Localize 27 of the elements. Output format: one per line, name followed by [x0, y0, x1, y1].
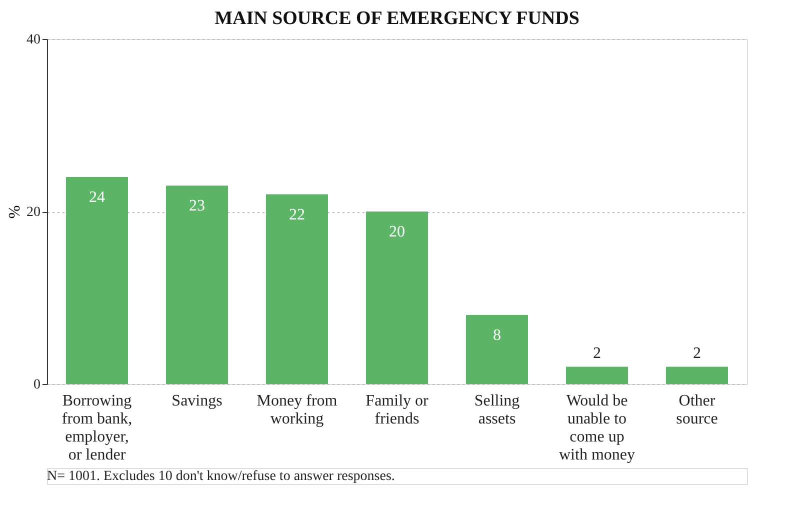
x-tick-label: Borrowing from bank, employer, or lender — [62, 392, 132, 464]
data-label: 20 — [389, 224, 405, 240]
y-tick-label: 40 — [26, 32, 40, 48]
bar — [666, 366, 728, 384]
y-tick-label: 20 — [26, 205, 40, 220]
x-tick-label: Family or friends — [366, 392, 429, 428]
data-label: 23 — [189, 198, 205, 215]
x-tick-label: Money from working — [256, 392, 338, 428]
x-tick-label: Savings — [172, 392, 222, 410]
chart-title: MAIN SOURCE OF EMERGENCY FUNDS — [214, 8, 580, 29]
bar — [166, 186, 228, 384]
y-axis-title: % — [6, 205, 24, 219]
data-label: 2 — [593, 344, 601, 362]
x-tick-label: Selling assets — [474, 392, 520, 428]
x-tick-label: Other source — [676, 392, 718, 428]
bar — [66, 177, 128, 384]
bar — [566, 366, 628, 384]
data-label: 8 — [493, 327, 501, 344]
bar — [266, 194, 328, 384]
x-tick-label: Would be unable to come up with money — [559, 392, 635, 464]
data-label: 22 — [289, 206, 305, 224]
bar — [366, 212, 428, 384]
text: N= 1001. Excludes 10 don't know/refuse to answer responses. — [47, 469, 395, 484]
data-label: 24 — [89, 189, 105, 206]
bar — [466, 315, 528, 384]
data-label: 2 — [693, 344, 701, 362]
y-tick-label: 0 — [34, 378, 40, 392]
